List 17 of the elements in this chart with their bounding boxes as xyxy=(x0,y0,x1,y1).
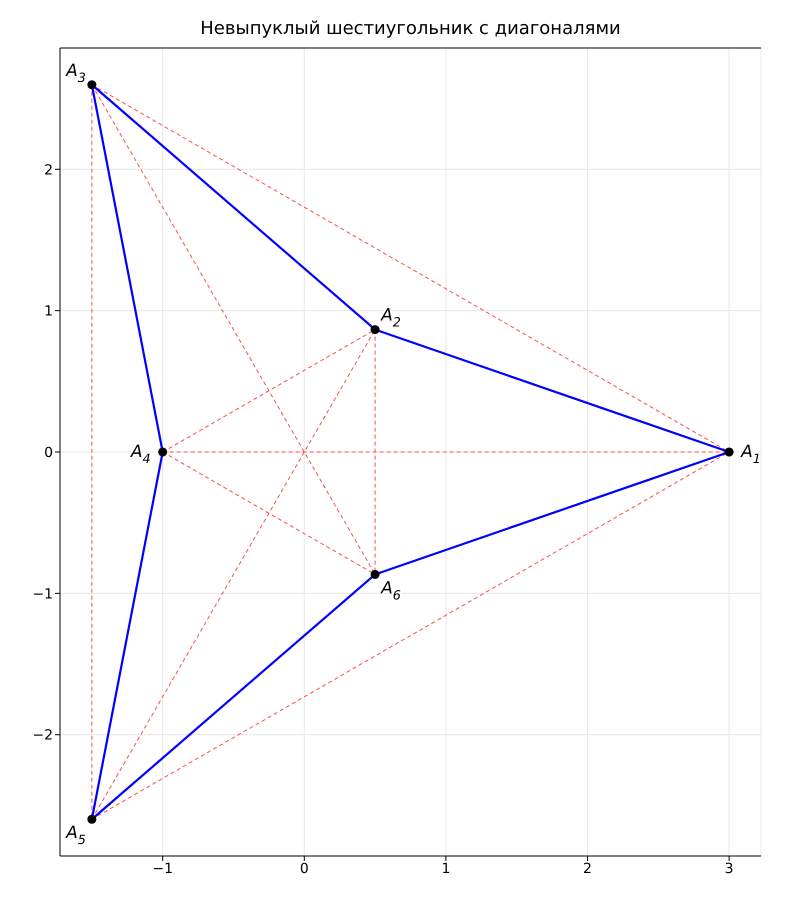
annotation: A$_{1}$ xyxy=(740,442,761,467)
x-tick-label: 1 xyxy=(441,860,450,877)
annotation: A$_{6}$ xyxy=(380,578,401,604)
x-tick-label: 2 xyxy=(583,860,592,877)
y-tick-label: −2 xyxy=(32,728,53,744)
y-tick-label: −1 xyxy=(32,586,53,602)
x-tick-label: 0 xyxy=(300,860,309,877)
annotation: A$_{4}$ xyxy=(130,442,151,467)
x-tick-label: −1 xyxy=(152,860,173,877)
y-tick-label: 2 xyxy=(44,162,53,178)
chart-title: Невыпуклый шестиугольник с диагоналями xyxy=(199,18,622,39)
y-tick-label: 1 xyxy=(44,304,53,320)
annotation: A$_{2}$ xyxy=(380,306,401,331)
annotation: A$_{5}$ xyxy=(65,823,86,848)
annotation: A$_{3}$ xyxy=(65,60,86,86)
y-tick-label: 0 xyxy=(44,444,53,461)
x-tick-label: 3 xyxy=(724,860,734,877)
